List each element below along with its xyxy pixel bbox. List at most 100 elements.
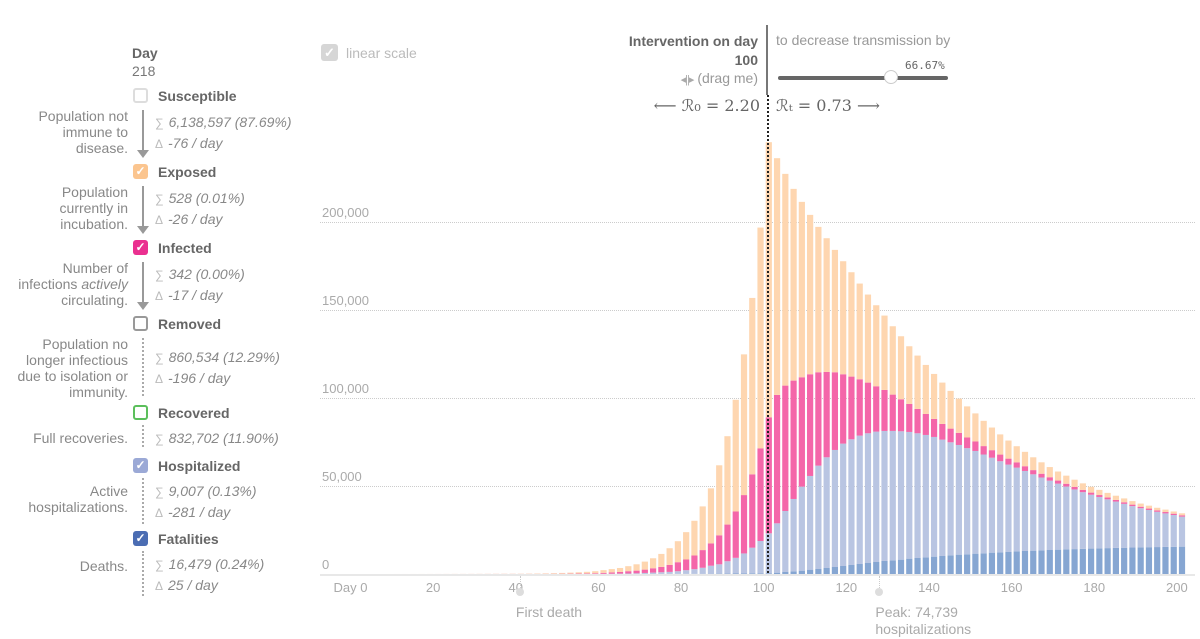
bar-segment-hospitalized[interactable] <box>881 430 888 561</box>
bar-segment-fatalities[interactable] <box>856 563 863 574</box>
bar-segment-fatalities[interactable] <box>1054 549 1062 574</box>
susceptible-checkbox[interactable] <box>133 88 148 103</box>
bar-segment-fatalities[interactable] <box>1145 547 1153 574</box>
bar-segment-hospitalized[interactable] <box>732 557 739 574</box>
bar-segment-exposed[interactable] <box>1079 483 1086 490</box>
bar-segment-exposed[interactable] <box>724 436 731 525</box>
bar-segment-fatalities[interactable] <box>955 554 962 574</box>
bar-day-76[interactable] <box>666 548 673 574</box>
bar-day-194[interactable] <box>1154 507 1161 574</box>
bar-segment-hospitalized[interactable] <box>707 565 715 574</box>
bar-segment-hospitalized[interactable] <box>972 450 979 554</box>
bar-segment-exposed[interactable] <box>856 283 863 380</box>
bar-segment-infected[interactable] <box>633 570 640 574</box>
bar-segment-fatalities[interactable] <box>782 571 789 574</box>
bar-day-62[interactable] <box>608 569 615 574</box>
bar-day-84[interactable] <box>699 506 706 574</box>
bar-segment-infected[interactable] <box>1162 512 1169 514</box>
bar-segment-hospitalized[interactable] <box>790 498 797 572</box>
bar-segment-infected[interactable] <box>1121 502 1128 504</box>
bar-segment-fatalities[interactable] <box>1030 550 1037 574</box>
bar-day-58[interactable] <box>592 571 599 574</box>
bar-segment-fatalities[interactable] <box>1121 547 1128 574</box>
bar-segment-hospitalized[interactable] <box>897 431 905 560</box>
bar-segment-hospitalized[interactable] <box>1162 513 1169 547</box>
bar-segment-infected[interactable] <box>972 441 979 451</box>
bar-day-160[interactable] <box>1013 446 1020 574</box>
bar-day-92[interactable] <box>732 399 739 574</box>
bar-segment-hospitalized[interactable] <box>1096 496 1103 549</box>
bar-segment-hospitalized[interactable] <box>1046 480 1053 550</box>
linear-scale-checkbox[interactable]: ✓ <box>321 44 338 61</box>
bar-segment-exposed[interactable] <box>873 305 880 387</box>
bar-segment-hospitalized[interactable] <box>856 435 863 564</box>
bar-segment-infected[interactable] <box>608 572 615 574</box>
bar-segment-fatalities[interactable] <box>997 552 1004 574</box>
bar-segment-infected[interactable] <box>650 568 657 573</box>
bar-day-66[interactable] <box>625 566 632 574</box>
bar-day-168[interactable] <box>1046 467 1053 574</box>
bar-day-118[interactable] <box>840 261 847 574</box>
bar-day-48[interactable] <box>550 573 558 574</box>
bar-segment-hospitalized[interactable] <box>1087 494 1095 549</box>
bar-segment-infected[interactable] <box>906 403 913 432</box>
bar-segment-exposed[interactable] <box>972 413 979 442</box>
bar-segment-infected[interactable] <box>674 562 681 572</box>
bar-day-44[interactable] <box>534 573 541 574</box>
bar-segment-exposed[interactable] <box>1096 489 1103 496</box>
bar-segment-fatalities[interactable] <box>939 555 946 574</box>
bar-segment-fatalities[interactable] <box>773 572 781 574</box>
bar-segment-exposed[interactable] <box>1178 513 1186 516</box>
bar-day-86[interactable] <box>707 488 715 574</box>
bar-segment-fatalities[interactable] <box>914 557 921 574</box>
bar-day-174[interactable] <box>1071 479 1078 574</box>
bar-segment-fatalities[interactable] <box>840 565 847 574</box>
bar-segment-exposed[interactable] <box>567 572 574 574</box>
bar-segment-infected[interactable] <box>922 413 929 435</box>
bar-day-164[interactable] <box>1030 457 1037 574</box>
bar-segment-hospitalized[interactable] <box>683 570 690 574</box>
bar-segment-fatalities[interactable] <box>1104 548 1111 574</box>
bar-day-82[interactable] <box>691 520 698 574</box>
bar-segment-hospitalized[interactable] <box>716 564 723 574</box>
bar-segment-exposed[interactable] <box>1013 446 1020 463</box>
bar-segment-infected[interactable] <box>1087 492 1095 495</box>
bar-segment-infected[interactable] <box>840 374 847 444</box>
bar-segment-fatalities[interactable] <box>889 560 896 574</box>
bar-segment-infected[interactable] <box>707 543 715 566</box>
bar-segment-fatalities[interactable] <box>922 557 929 574</box>
bar-day-126[interactable] <box>873 305 880 574</box>
bar-segment-hospitalized[interactable] <box>889 430 896 561</box>
bar-segment-infected[interactable] <box>997 454 1004 462</box>
bar-segment-hospitalized[interactable] <box>773 523 781 573</box>
bar-segment-fatalities[interactable] <box>1170 546 1177 574</box>
bar-day-196[interactable] <box>1162 509 1169 574</box>
bar-day-102[interactable] <box>773 158 781 574</box>
bar-segment-infected[interactable] <box>856 379 863 436</box>
bar-segment-fatalities[interactable] <box>1178 546 1186 574</box>
bar-segment-hospitalized[interactable] <box>980 454 987 554</box>
bar-segment-infected[interactable] <box>798 377 805 487</box>
bar-segment-fatalities[interactable] <box>757 573 764 574</box>
bar-segment-exposed[interactable] <box>583 571 591 574</box>
bar-segment-hospitalized[interactable] <box>964 448 971 555</box>
bar-segment-exposed[interactable] <box>1063 475 1070 484</box>
bar-day-188[interactable] <box>1129 501 1136 574</box>
infected-checkbox[interactable]: ✓ <box>133 240 148 255</box>
bar-segment-hospitalized[interactable] <box>1030 474 1037 551</box>
bar-day-88[interactable] <box>716 465 723 574</box>
bar-segment-exposed[interactable] <box>658 553 665 567</box>
bar-day-134[interactable] <box>906 346 913 574</box>
recovered-checkbox[interactable] <box>133 405 148 420</box>
bar-segment-fatalities[interactable] <box>765 573 772 574</box>
bar-segment-infected[interactable] <box>600 572 607 574</box>
bar-day-184[interactable] <box>1112 495 1119 574</box>
bar-segment-infected[interactable] <box>1170 513 1177 516</box>
bar-segment-exposed[interactable] <box>914 355 921 409</box>
bar-segment-fatalities[interactable] <box>988 552 996 574</box>
bar-segment-exposed[interactable] <box>1112 495 1119 500</box>
bar-segment-infected[interactable] <box>930 418 938 437</box>
bar-segment-infected[interactable] <box>732 511 739 558</box>
bar-segment-exposed[interactable] <box>1104 492 1111 498</box>
bar-segment-exposed[interactable] <box>848 272 855 377</box>
